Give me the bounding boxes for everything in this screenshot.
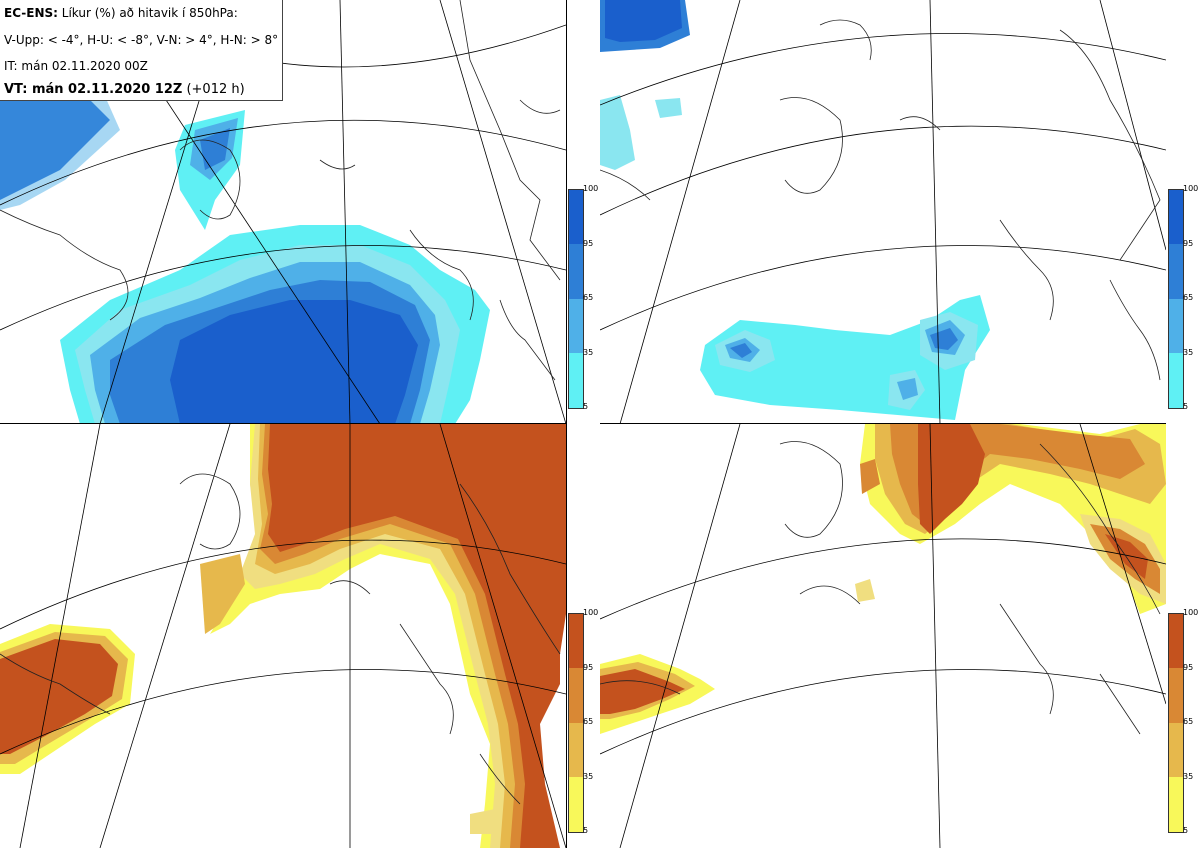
graticule [600,0,1166,424]
colorbar-tick: 5 [1183,826,1189,835]
colorbar-tick: 65 [583,717,594,726]
map-panel-warm-moderate [0,424,566,848]
colorbar-tick: 35 [1183,772,1194,781]
colorbar-tick: 100 [583,184,599,193]
colorbar-warm [568,613,584,833]
map-panel-cold-moderate: EC-ENS: Líkur (%) að hitavik í 850hPa: V… [0,0,566,424]
model-name: EC-ENS: [4,6,58,20]
coastlines [600,19,1161,381]
probability-fill [0,424,566,848]
probability-fill [0,40,490,424]
graticule [600,424,1166,848]
threshold-legend: V-Upp: < -4°, H-U: < -8°, V-N: > 4°, H-N… [4,33,279,47]
forecast-info-box: EC-ENS: Líkur (%) að hitavik í 850hPa: V… [0,0,283,101]
colorbar-tick: 35 [583,772,594,781]
map-panel-cold-strong [600,0,1166,424]
colorbar-tick: 65 [1183,717,1194,726]
colorbar-tick: 100 [583,608,599,617]
colorbar-tick: 95 [583,239,594,248]
map-panel-warm-strong [600,424,1166,848]
colorbar-tick: 5 [583,826,589,835]
coastlines [0,473,561,805]
colorbar-tick: 95 [583,663,594,672]
colorbar-tick: 5 [583,402,589,411]
probability-map [600,424,1166,848]
colorbar-tick: 35 [1183,348,1194,357]
coastlines [0,0,561,381]
colorbar-cold [1168,189,1184,409]
map-title: Líkur (%) að hitavik í 850hPa: [61,6,238,20]
colorbar-tick: 100 [1183,608,1199,617]
colorbar-warm [1168,613,1184,833]
colorbar-tick: 95 [1183,663,1194,672]
coastlines [600,441,1161,735]
graticule [0,424,566,848]
probability-map [0,424,566,848]
colorbar-tick: 5 [1183,402,1189,411]
valid-time: VT: mán 02.11.2020 12Z [4,82,183,97]
probability-map [0,0,566,424]
probability-fill [600,0,990,420]
colorbar-tick: 65 [1183,293,1194,302]
panel-divider [0,423,566,424]
colorbar-cold [568,189,584,409]
valid-offset: (+012 h) [186,82,245,97]
colorbar-tick: 95 [1183,239,1194,248]
probability-map [600,0,1166,424]
probability-fill [600,424,1166,734]
init-time: IT: mán 02.11.2020 00Z [4,59,148,73]
panel-divider [600,423,1166,424]
colorbar-tick: 65 [583,293,594,302]
panel-divider [566,0,567,848]
colorbar-tick: 100 [1183,184,1199,193]
colorbar-tick: 35 [583,348,594,357]
